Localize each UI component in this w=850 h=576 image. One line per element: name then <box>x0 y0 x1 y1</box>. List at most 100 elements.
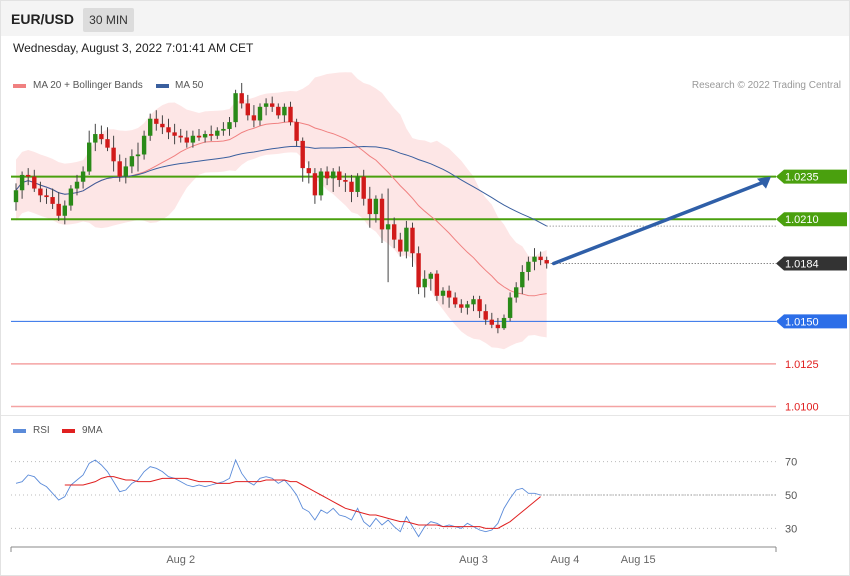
candle-bearish <box>416 253 421 288</box>
candle-bearish <box>312 173 318 196</box>
candle-bullish <box>62 205 67 216</box>
candle-bearish <box>489 319 494 325</box>
support-label-1.0125: 1.0125 <box>785 359 819 371</box>
candle-bullish <box>148 118 153 136</box>
candle-bearish <box>294 122 299 141</box>
price-tag-label-1.0235: 1.0235 <box>785 172 819 184</box>
candle-bullish <box>80 171 86 182</box>
candle-bullish <box>135 154 141 157</box>
candle-bearish <box>38 188 43 196</box>
candle-bearish <box>166 127 171 133</box>
candle-bullish <box>141 135 147 155</box>
candle-bearish <box>239 93 244 104</box>
candle-bearish <box>26 174 31 177</box>
candle-bearish <box>276 106 281 116</box>
candle-bearish <box>453 297 458 305</box>
candle-bearish <box>324 171 330 179</box>
rsi-legend-swatch <box>13 429 26 433</box>
candle-bearish <box>477 299 482 312</box>
price-tag-label-last: 1.0184 <box>785 258 819 270</box>
symbol-title: EUR/USD <box>11 11 75 27</box>
candle-bearish <box>398 239 403 252</box>
ma50-legend-label: MA 50 <box>175 80 204 91</box>
candle-bearish <box>184 137 189 143</box>
candle-bearish <box>99 134 104 140</box>
candle-bullish <box>233 93 238 123</box>
candle-bullish <box>68 188 74 206</box>
candle-bearish <box>160 123 165 128</box>
rsi-legend-label: RSI <box>33 425 50 436</box>
candle-bullish <box>202 134 208 138</box>
candle-bearish <box>349 181 354 192</box>
candle-bearish <box>300 140 305 169</box>
price-tag-1.0235 <box>776 169 847 184</box>
candle-bullish <box>215 130 220 136</box>
ma50-legend-swatch <box>156 84 169 88</box>
price-tag-last <box>776 256 847 271</box>
time-axis-label-aug-3: Aug 3 <box>459 554 488 566</box>
candle-bearish <box>367 198 372 215</box>
rsi-tick-30: 30 <box>785 523 797 535</box>
candle-bearish <box>483 311 488 320</box>
timestamp: Wednesday, August 3, 2022 7:01:41 AM CET <box>13 41 254 55</box>
candle-bearish <box>410 227 415 254</box>
ma50-line <box>15 145 547 227</box>
time-axis-label-aug-4: Aug 4 <box>551 554 580 566</box>
chart-header: EUR/USD 30 MIN <box>1 1 849 36</box>
candle-bullish <box>404 227 409 252</box>
candle-bearish <box>495 324 501 329</box>
candle-bullish <box>385 224 391 230</box>
forecast-arrow-head <box>757 176 771 189</box>
candle-bullish <box>129 156 135 167</box>
candle-bullish <box>282 106 287 116</box>
timeframe-button[interactable]: 30 MIN <box>83 8 134 32</box>
price-tag-1.0210 <box>776 212 847 227</box>
candle-bullish <box>501 317 507 329</box>
candle-bearish <box>32 176 37 189</box>
candle-bullish <box>19 174 25 191</box>
rsi-series-9ma <box>64 476 541 529</box>
candle-bullish <box>355 176 360 192</box>
candle-bearish <box>56 203 61 216</box>
candle-bullish <box>373 198 379 215</box>
candle-bearish <box>538 256 543 261</box>
candle-bearish <box>178 135 183 138</box>
candle-bearish <box>392 224 397 240</box>
candle-bullish <box>221 128 226 131</box>
panel-divider <box>1 415 849 416</box>
candle-bearish <box>111 147 116 162</box>
candle-bearish <box>459 304 464 308</box>
candle-bullish <box>514 287 519 298</box>
candle-bullish <box>428 273 433 279</box>
price-tag-1.0150 <box>776 314 847 329</box>
candle-bullish <box>532 256 537 262</box>
credit-text: Research © 2022 Trading Central <box>691 80 841 91</box>
rsi-tick-70: 70 <box>785 457 797 469</box>
time-axis-label-aug-2: Aug 2 <box>166 554 195 566</box>
candle-bullish <box>507 297 513 318</box>
candle-bearish <box>209 134 214 136</box>
candle-bullish <box>13 190 19 203</box>
candle-bullish <box>93 134 98 143</box>
candle-bearish <box>446 290 452 298</box>
rsi-series-rsi <box>15 458 541 538</box>
candle-bearish <box>544 260 549 264</box>
support-label-1.0100: 1.0100 <box>785 401 819 413</box>
candle-bullish <box>123 166 128 177</box>
candle-bearish <box>434 273 440 296</box>
candle-bearish <box>117 161 122 177</box>
rsi-tick-50: 50 <box>785 490 797 502</box>
candle-bullish <box>331 171 336 179</box>
candle-bearish <box>172 132 177 136</box>
price-tag-label-1.0150: 1.0150 <box>785 316 819 328</box>
time-axis-label-aug-15: Aug 15 <box>621 554 656 566</box>
candle-bearish <box>50 197 55 204</box>
candle-bullish <box>520 271 525 288</box>
candle-bearish <box>270 103 275 107</box>
candle-bearish <box>361 176 366 199</box>
candle-bullish <box>318 171 324 196</box>
candle-bearish <box>288 106 293 123</box>
ma9-legend-label: 9MA <box>82 425 103 436</box>
candle-bullish <box>465 304 470 308</box>
